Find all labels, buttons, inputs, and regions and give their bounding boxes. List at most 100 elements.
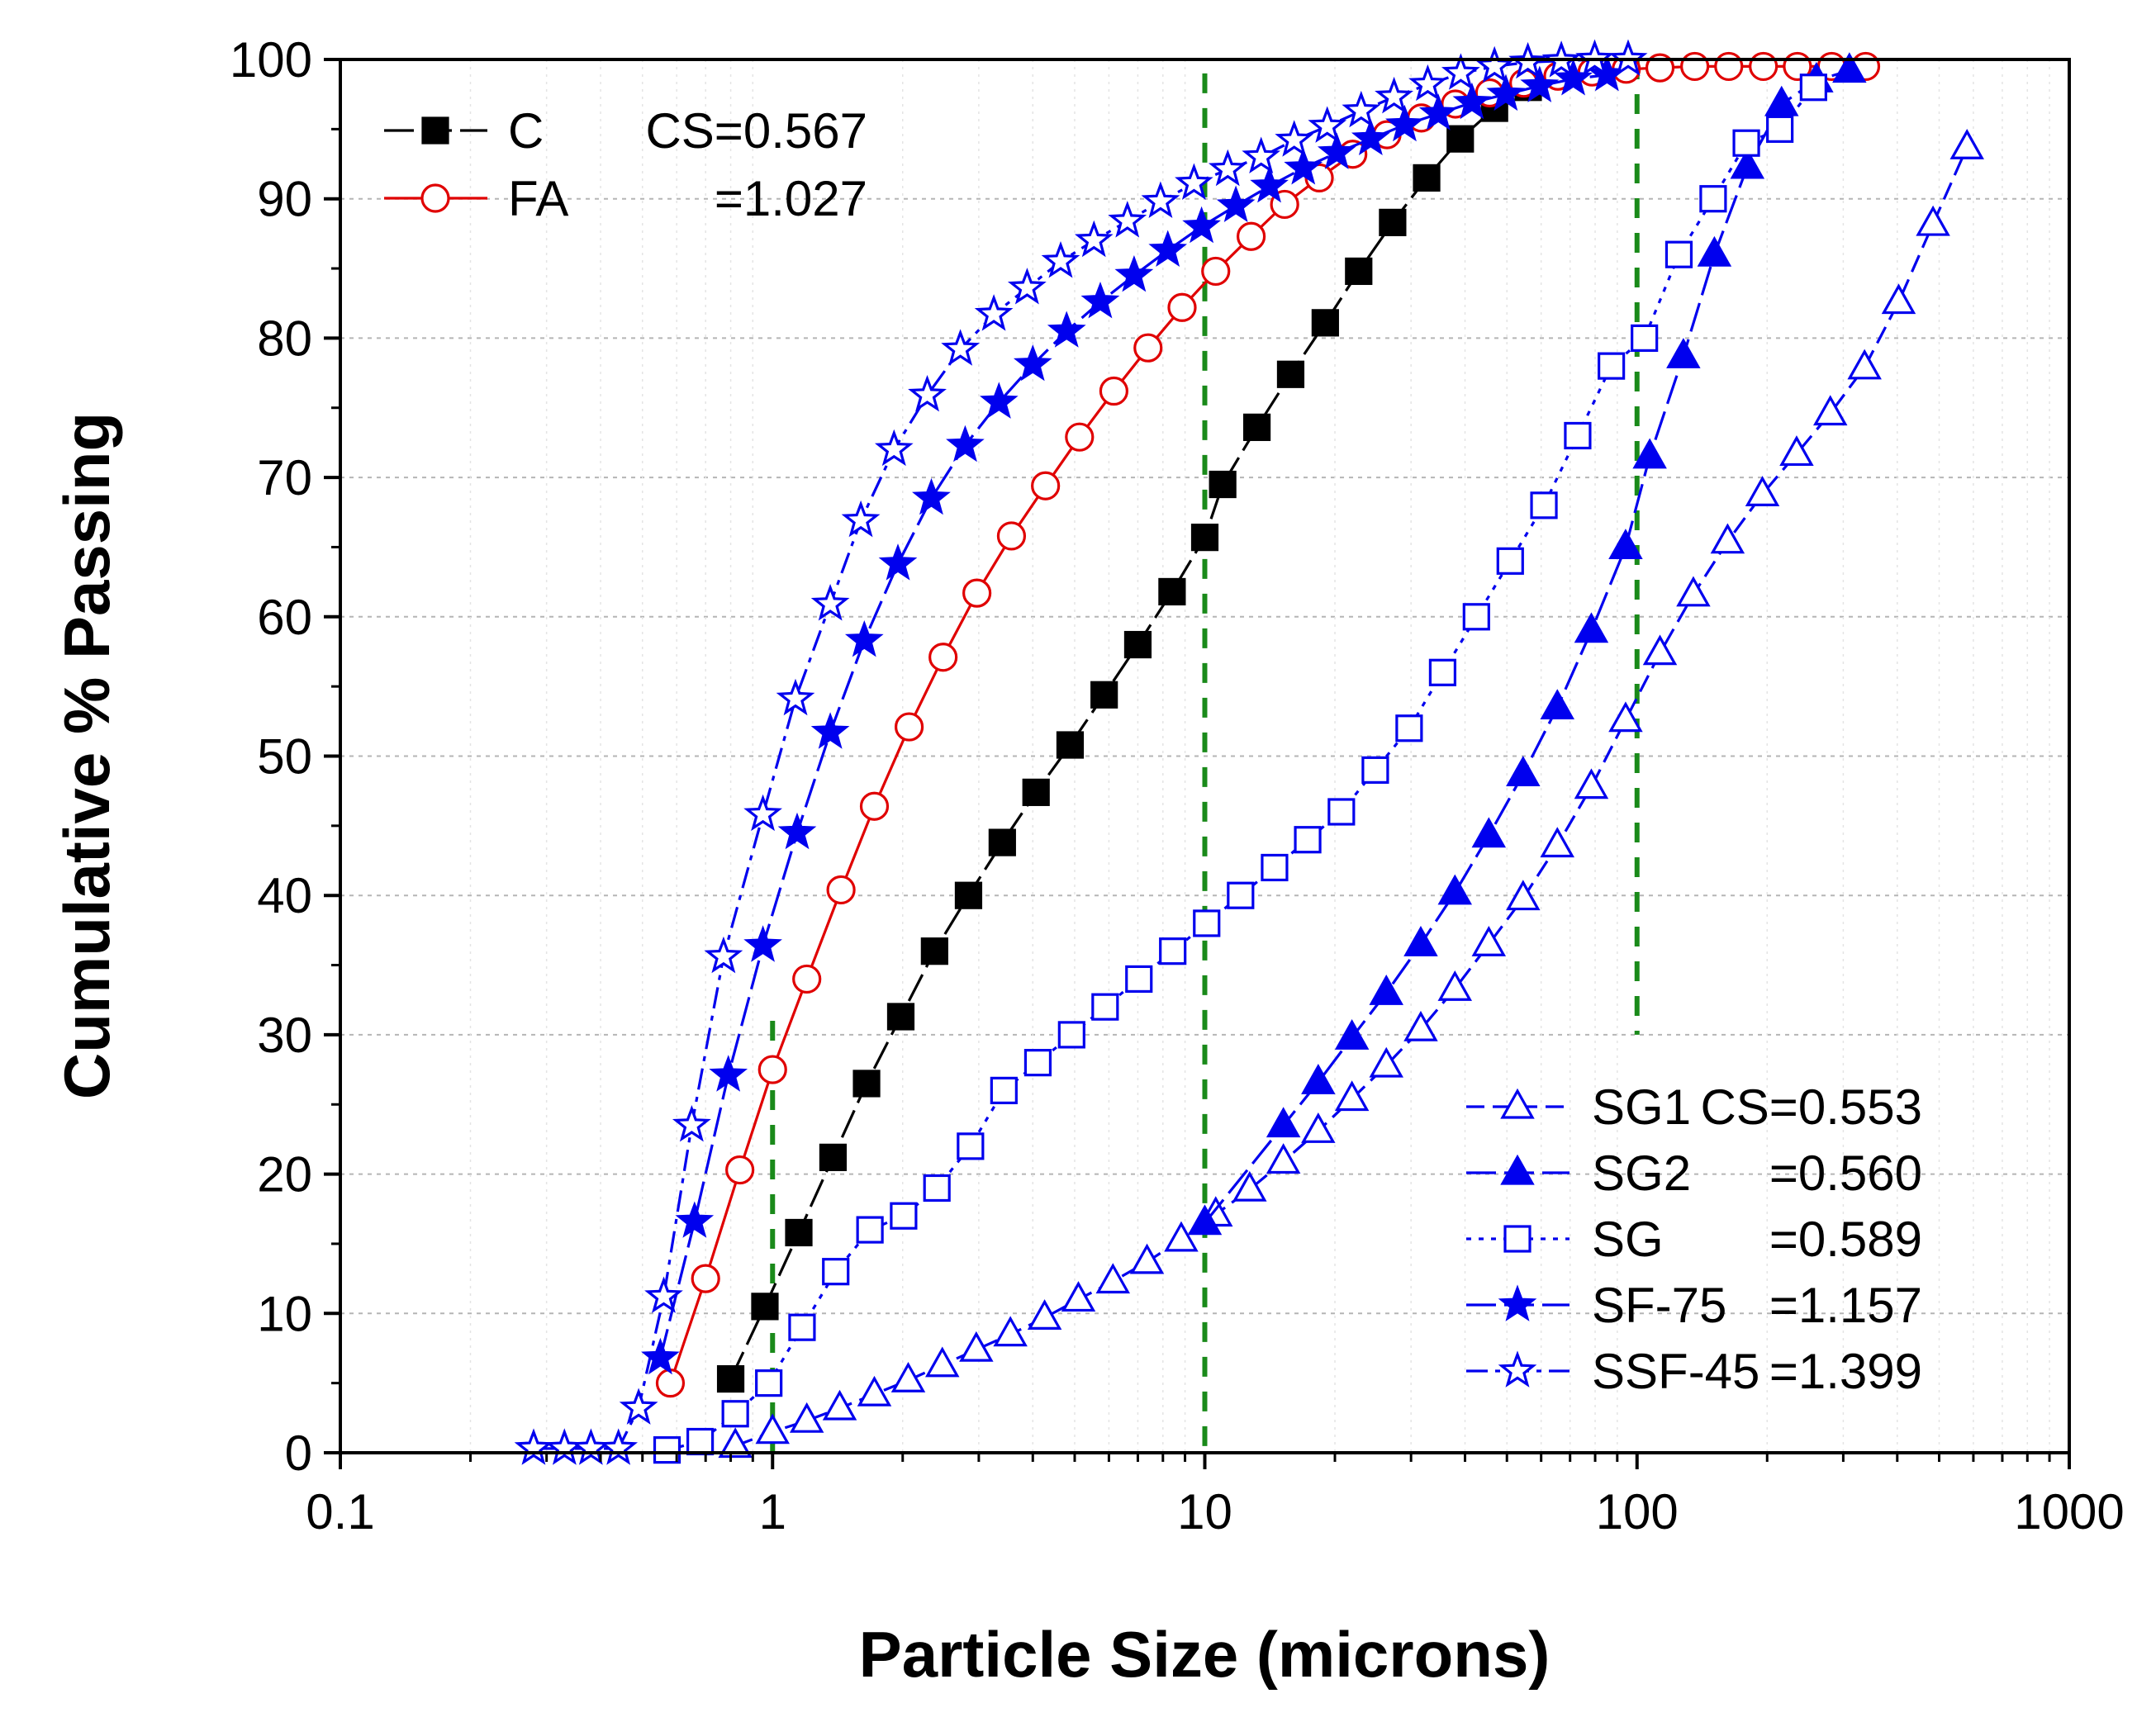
data-point-sg: [1159, 937, 1187, 965]
data-point-sg: [1057, 1021, 1085, 1049]
legend-value-ssf-45: =1.399: [1769, 1344, 1922, 1399]
data-point-sf-75: [1452, 82, 1492, 120]
y-tick-label: 0: [285, 1426, 312, 1481]
legend-marker-sf-75: [1498, 1284, 1537, 1321]
data-point-c: [1090, 681, 1118, 709]
data-point-fa: [826, 875, 856, 905]
series-sf-75: [641, 55, 1626, 1375]
data-point-sg2: [1403, 925, 1438, 956]
data-point-sg: [1598, 352, 1626, 380]
data-point-c: [1446, 125, 1475, 153]
data-point-fa: [859, 791, 890, 821]
data-point-ssf-45: [941, 329, 981, 366]
data-point-ssf-45: [743, 794, 782, 832]
data-point-sf-75: [1148, 230, 1188, 267]
data-point-sf-75: [1080, 281, 1120, 319]
x-tick-label: 100: [1596, 1484, 1679, 1539]
data-point-fa: [1099, 376, 1128, 406]
data-point-sg: [721, 1400, 749, 1428]
data-point-sg: [1294, 826, 1322, 854]
legend-label-fa: FA: [508, 171, 568, 226]
data-point-sg: [1327, 798, 1356, 826]
data-point-sf-75: [946, 425, 985, 463]
data-point-ssf-45: [1408, 64, 1447, 102]
y-tick-label: 80: [257, 311, 312, 366]
data-point-sf-75: [878, 543, 918, 581]
data-point-ssf-45: [1275, 120, 1314, 157]
gridlines: [340, 59, 2069, 1453]
data-point-c: [1056, 731, 1085, 759]
data-point-sg2: [1471, 817, 1507, 848]
data-point-c: [988, 828, 1016, 856]
data-point-sg: [1193, 909, 1221, 937]
legend-label-sf-75: SF-75: [1592, 1278, 1726, 1333]
data-point-sf-75: [810, 712, 850, 749]
data-point-sg1: [822, 1389, 857, 1421]
data-point-sg: [1261, 853, 1289, 882]
legend-label-sg: SG: [1592, 1212, 1664, 1267]
data-point-ssf-45: [974, 294, 1014, 331]
legend-marker-sg: [1503, 1225, 1532, 1253]
data-point-sf-75: [1047, 311, 1086, 348]
data-point-sf-75: [1250, 165, 1289, 203]
legend-marker-sg1: [1500, 1088, 1535, 1119]
data-point-c: [1345, 257, 1373, 286]
data-point-sg1: [1540, 827, 1574, 858]
data-point-fa: [1201, 256, 1231, 287]
data-point-sg2: [1832, 52, 1867, 83]
data-point-sg: [1732, 129, 1760, 157]
legend-value-sg1: CS=0.553: [1700, 1079, 1922, 1135]
data-point-fa: [1749, 51, 1778, 82]
data-point-fa: [928, 643, 958, 672]
data-point-ssf-45: [908, 375, 947, 412]
data-point-sg1: [1232, 1170, 1267, 1202]
data-point-c: [886, 1003, 915, 1031]
series-fa: [655, 51, 1881, 1398]
data-point-ssf-45: [1074, 220, 1114, 258]
data-point-ssf-45: [672, 1105, 711, 1142]
data-point-sg1: [1471, 925, 1507, 956]
legend-value-sg: =0.589: [1769, 1212, 1922, 1267]
data-point-sg2: [1574, 612, 1609, 643]
data-point-sg1: [755, 1413, 790, 1444]
data-point-sg2: [1666, 338, 1701, 368]
series-line-sg2: [1204, 69, 1850, 1224]
data-point-c: [751, 1293, 779, 1321]
data-point-c: [954, 881, 983, 909]
data-point-sg1: [1506, 880, 1541, 911]
data-point-c: [1413, 164, 1441, 192]
data-point-sf-75: [1317, 132, 1356, 169]
data-point-sg: [1125, 965, 1153, 994]
data-point-sg1: [1095, 1263, 1131, 1294]
data-point-sg1: [857, 1375, 892, 1407]
data-point-c: [716, 1364, 745, 1393]
y-tick-label: 50: [257, 729, 312, 785]
data-point-sg2: [1764, 85, 1799, 116]
data-point-sg1: [1369, 1046, 1403, 1078]
data-point-sg1: [1745, 476, 1780, 506]
data-point-sg1: [1266, 1143, 1301, 1174]
data-point-sg1: [718, 1427, 753, 1459]
data-point-sf-75: [844, 619, 884, 657]
data-point-sg1: [993, 1316, 1028, 1347]
tick-labels: 0 10 20 30 40 50 60 70 80 90 100 0.1 1 10 100 1000: [230, 32, 2125, 1539]
data-point-sg: [1496, 547, 1524, 575]
data-point-sg: [1091, 993, 1119, 1021]
data-point-sf-75: [1216, 185, 1256, 222]
data-point-ssf-45: [841, 500, 881, 538]
data-point-ssf-45: [619, 1388, 658, 1425]
data-point-sg: [856, 1216, 884, 1244]
data-point-c: [852, 1070, 881, 1098]
data-point-c: [1190, 524, 1219, 552]
data-point-sf-75: [1418, 93, 1458, 130]
data-point-sf-75: [709, 1055, 748, 1092]
data-point-fa: [691, 1264, 720, 1293]
data-point-ssf-45: [1475, 45, 1514, 83]
data-point-sg: [653, 1436, 681, 1464]
data-point-sg1: [890, 1362, 926, 1392]
data-point-sg: [1428, 658, 1457, 686]
legend-label-sg1: SG1: [1592, 1079, 1691, 1135]
